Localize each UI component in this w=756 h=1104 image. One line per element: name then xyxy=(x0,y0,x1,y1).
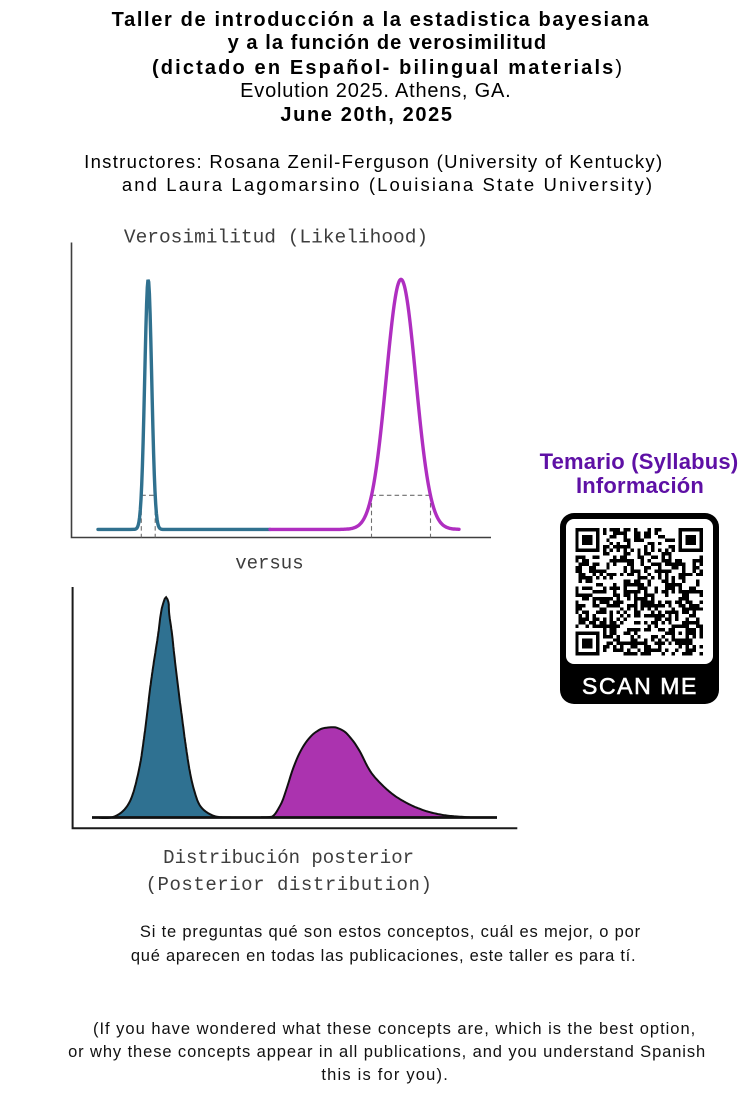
svg-text:Distribución posterior: Distribución posterior xyxy=(163,847,414,869)
svg-text:Verosimilitud (Likelihood): Verosimilitud (Likelihood) xyxy=(124,226,428,248)
svg-text:(Posterior distribution): (Posterior distribution) xyxy=(146,874,433,896)
svg-text:versus: versus xyxy=(235,553,303,575)
